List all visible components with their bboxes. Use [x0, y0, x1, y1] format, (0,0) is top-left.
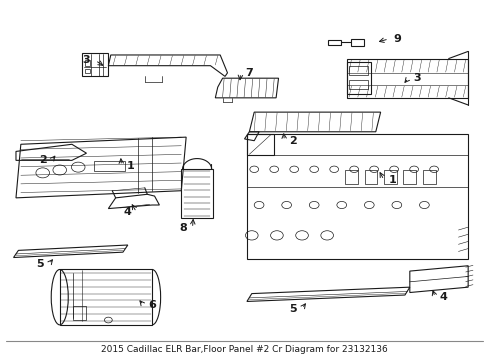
Bar — [73, 306, 85, 320]
Text: 5: 5 — [289, 303, 296, 314]
Text: 7: 7 — [245, 68, 253, 78]
Bar — [364, 170, 376, 184]
Bar — [94, 161, 125, 171]
Bar — [345, 170, 357, 184]
Text: 3: 3 — [82, 55, 90, 65]
Bar — [85, 60, 90, 66]
Bar — [348, 66, 367, 75]
Bar — [348, 80, 367, 89]
Text: 2: 2 — [289, 136, 296, 146]
Text: 1: 1 — [126, 161, 134, 171]
Bar — [85, 68, 90, 73]
Text: 3: 3 — [412, 73, 420, 83]
Text: 5: 5 — [37, 259, 44, 269]
Bar — [403, 170, 415, 184]
Text: 4: 4 — [439, 292, 447, 302]
Bar — [327, 40, 340, 45]
Text: 4: 4 — [123, 207, 131, 217]
Text: 6: 6 — [148, 300, 156, 310]
Text: 8: 8 — [180, 223, 187, 233]
Text: 9: 9 — [393, 34, 401, 44]
Bar — [383, 170, 396, 184]
Bar — [351, 39, 363, 46]
Bar — [422, 170, 435, 184]
Text: 2015 Cadillac ELR Bar,Floor Panel #2 Cr Diagram for 23132136: 2015 Cadillac ELR Bar,Floor Panel #2 Cr … — [101, 345, 387, 354]
Text: 2: 2 — [39, 156, 46, 165]
Text: 1: 1 — [388, 175, 396, 185]
